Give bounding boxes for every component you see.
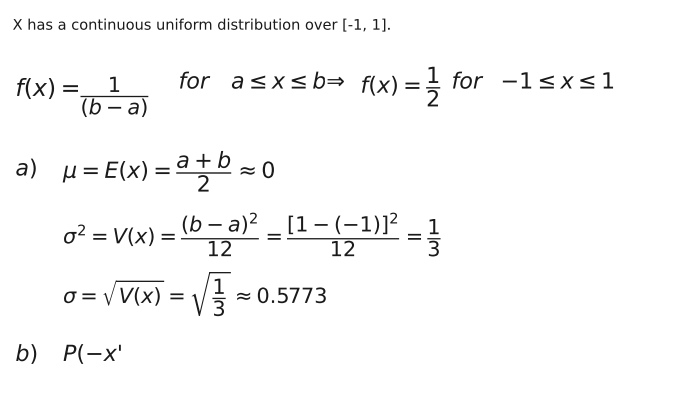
- Text: $\sigma = \sqrt{V(x)} = \sqrt{\dfrac{1}{3}} \approx 0.5773$: $\sigma = \sqrt{V(x)} = \sqrt{\dfrac{1}{…: [63, 268, 328, 318]
- Text: $-1 \leq x \leq 1$: $-1 \leq x \leq 1$: [500, 73, 615, 92]
- Text: $b)$: $b)$: [15, 343, 38, 366]
- Text: $P(-x$': $P(-x$': [63, 343, 123, 366]
- Text: $\sigma^2 = V(x) = \dfrac{(b-a)^2}{12} = \dfrac{[1-(-1)]^2}{12} = \dfrac{1}{3}$: $\sigma^2 = V(x) = \dfrac{(b-a)^2}{12} =…: [63, 208, 443, 259]
- Text: $for$: $for$: [178, 73, 212, 92]
- Text: X has a continuous uniform distribution over [-1, 1].: X has a continuous uniform distribution …: [13, 18, 394, 33]
- Text: $f(x) = \dfrac{1}{2}$: $f(x) = \dfrac{1}{2}$: [360, 65, 442, 108]
- Text: $a)$: $a)$: [15, 158, 38, 180]
- Text: $\mu = E(x) = \dfrac{a+b}{2} \approx 0$: $\mu = E(x) = \dfrac{a+b}{2} \approx 0$: [63, 150, 276, 193]
- Text: $for$: $for$: [452, 73, 485, 92]
- Text: $f(x) = $: $f(x) = $: [15, 75, 80, 101]
- Text: $a \leq x \leq b$: $a \leq x \leq b$: [231, 73, 328, 92]
- Text: $\Rightarrow$: $\Rightarrow$: [322, 73, 346, 92]
- Text: $\dfrac{1}{(b-a)}$: $\dfrac{1}{(b-a)}$: [80, 73, 150, 119]
